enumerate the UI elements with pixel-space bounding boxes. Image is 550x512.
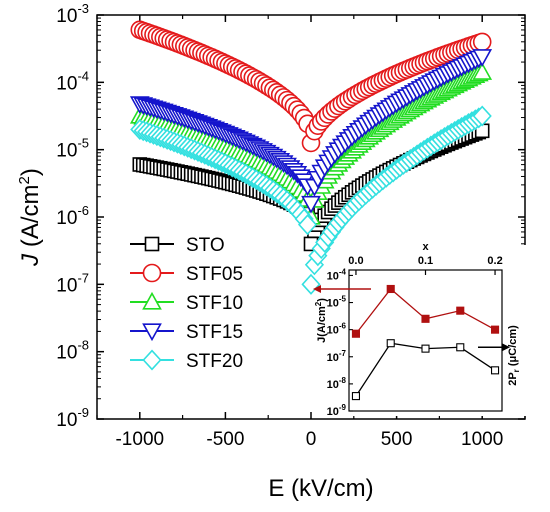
y-tick-label: 10-5 xyxy=(56,136,89,162)
y-axis-title: J (A/cm2) xyxy=(16,168,44,267)
inset-y-title-left: J(A/cm2) xyxy=(314,298,328,343)
x-tick-label: 500 xyxy=(381,429,413,450)
x-tick-label: -500 xyxy=(206,429,244,450)
data-point xyxy=(301,195,321,214)
data-point xyxy=(472,105,492,127)
inset-point xyxy=(421,344,430,353)
inset-point xyxy=(456,306,465,315)
legend-marker-sto xyxy=(144,236,160,252)
inset-point xyxy=(490,366,500,375)
inset-x-title: x xyxy=(422,241,429,253)
inset-y-title-right: 2Pr (μC/cm) xyxy=(507,325,521,386)
data-point xyxy=(472,62,493,80)
inset-frame xyxy=(348,269,503,412)
inset-point xyxy=(351,329,361,338)
inset-arrowhead-right xyxy=(502,343,510,352)
legend-label-sto: STO xyxy=(186,235,225,256)
legend-label-stf20: STF20 xyxy=(186,351,243,372)
inset-y-tick-label: 10-4 xyxy=(327,267,347,282)
x-axis-title: E (kV/cm) xyxy=(268,475,373,502)
inset-point xyxy=(456,343,465,352)
inset-y-tick-label: 10-7 xyxy=(327,349,347,364)
series-stf20 xyxy=(130,105,492,295)
x-tick-label: 0 xyxy=(306,429,317,450)
y-tick-label: 10-3 xyxy=(56,1,89,27)
legend-label-stf10: STF10 xyxy=(186,293,243,314)
series-stf10 xyxy=(129,62,493,225)
y-tick-label: 10-7 xyxy=(56,270,89,296)
data-point xyxy=(472,32,492,52)
inset-x-tick-label: 0.0 xyxy=(348,255,363,267)
inset-y-tick-label: 10-5 xyxy=(327,295,347,310)
x-tick-label: 1000 xyxy=(461,429,503,450)
y-tick-label: 10-6 xyxy=(56,203,89,229)
inset-point xyxy=(490,325,500,334)
legend-marker-stf10 xyxy=(142,291,162,310)
inset-x-tick-label: 0.2 xyxy=(487,255,502,267)
inset-series-2pr xyxy=(351,339,500,401)
inset-point xyxy=(421,314,430,323)
legend-label-stf15: STF15 xyxy=(186,322,243,343)
inset-y-tick-label: 10-6 xyxy=(327,322,347,337)
legend-marker-stf20 xyxy=(142,349,162,371)
data-point xyxy=(472,49,493,67)
inset-point xyxy=(386,339,395,348)
inset-y-tick-label: 10-9 xyxy=(327,403,347,418)
legend-label-stf05: STF05 xyxy=(186,264,243,285)
inset-series-j xyxy=(351,284,500,338)
y-tick-label: 10-9 xyxy=(56,405,89,431)
inset-arrowhead-left xyxy=(313,284,321,293)
inset-point xyxy=(386,284,395,294)
x-tick-label: -1000 xyxy=(115,429,164,450)
legend-marker-stf15 xyxy=(142,323,162,342)
data-point xyxy=(297,214,318,236)
inset-y-tick-label: 10-8 xyxy=(327,376,347,391)
legend-marker-stf05 xyxy=(142,263,162,283)
series-stf05 xyxy=(130,20,492,153)
series-stf15 xyxy=(129,49,493,214)
y-tick-label: 10-4 xyxy=(56,68,89,94)
y-tick-label: 10-8 xyxy=(56,338,89,364)
inset-point xyxy=(351,392,361,401)
inset-x-tick-label: 0.1 xyxy=(418,255,433,267)
